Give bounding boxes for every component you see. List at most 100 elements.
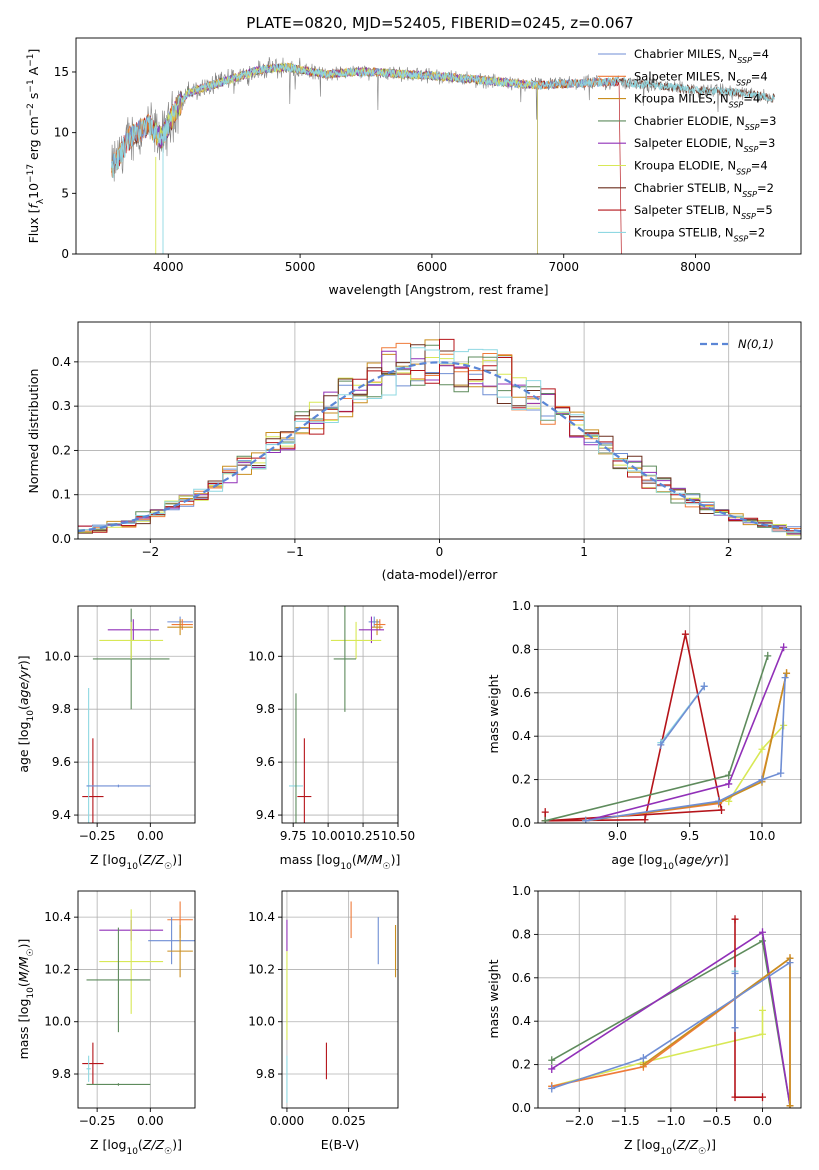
spectrum-xtick-label: 5000 [285,260,316,274]
residual-histogram-ytick-label: 0.3 [52,399,71,413]
weight-vs-age-ytick-label: 0.8 [512,642,531,656]
spectrum-panel: 4000 5000 6000 7000 8000 0 5 10 15 Chabrier MILES… [26,37,802,297]
legend-label-normal: N(0,1) [738,337,774,351]
age-vs-mass-point-chabrier-elodie [333,606,357,712]
weight-vs-age-series-salpeter-stelib-marker [541,808,549,817]
age-vs-mass-plot-area [288,606,386,823]
weight-vs-age-series-chabrier-miles-marker [715,797,723,806]
weight-vs-z-series-chabrier-elodie-marker [548,1056,556,1065]
legend-label-kroupa-stelib: Kroupa STELIB, NSSP=2 [634,225,765,243]
weight-vs-z-ytick-label: 0.4 [512,1014,531,1028]
spectrum-ylabel: Flux [fλ10−17 erg cm−2 s−1 A−1] [26,49,46,244]
spectrum-xtick-label: 7000 [548,260,579,274]
weight-vs-age-series-chabrier-miles [660,685,705,746]
mass-vs-ebv-ytick-label: 10.4 [248,910,275,924]
age-vs-mass-ytick-label: 9.8 [256,702,275,716]
age-vs-z-ytick-label: 9.8 [52,702,71,716]
weight-vs-age-series-salpeter-elodie-marker [725,779,733,788]
age-vs-mass-panel: 9.75 10.00 10.25 10.50 9.4 9.6 9.8 10.0 mass [lo… [248,605,415,872]
age-vs-z-xlabel: Z [log10(Z/Z☉)] [90,852,182,872]
weight-vs-z-xtick-label: −1.5 [610,1114,639,1128]
weight-vs-z-xlabel: Z [log10(Z/Z☉)] [624,1137,716,1157]
age-vs-z-xtick-label: −0.25 [79,829,116,843]
spectrum-ytick-label: 10 [54,126,69,140]
mass-vs-z-point-kroupa-miles [167,924,193,978]
weight-vs-age-series-chabrier-miles-marker [781,673,789,682]
weight-vs-age-series-kroupa-elodie-marker [758,745,766,754]
age-vs-z-point-kroupa-miles [167,619,193,636]
mass-vs-ebv-ytick-label: 10.2 [248,962,275,976]
mass-vs-ebv-frame [281,890,399,1109]
residual-histogram-ytick-label: 0.4 [52,355,71,369]
age-vs-mass-point-salpeter-stelib [297,738,312,823]
spectrum-xlabel: wavelength [Angstrom, rest frame] [328,282,548,297]
age-vs-mass-xtick-label: 10.25 [346,829,380,843]
weight-vs-z-series-salpeter-stelib [734,919,763,1098]
mass-vs-ebv-xtick-label: 0.000 [270,1114,304,1128]
weight-vs-z-series-salpeter-elodie-marker [759,928,767,937]
weight-vs-age-plot-area [541,630,791,823]
spectrum-model-salpeter-elodie [154,63,538,254]
weight-vs-age-ytick-label: 0.0 [512,816,531,830]
weight-vs-age-ytick-label: 1.0 [512,599,531,613]
age-vs-mass-point-salpeter-elodie [358,616,385,644]
age-vs-mass-point-chabrier-elodie [295,693,297,823]
weight-vs-z-plot-area [548,915,794,1108]
weight-vs-z-xtick-label: 0.0 [753,1114,772,1128]
weight-vs-z-series-chabrier-miles-marker [786,958,794,967]
age-vs-z-ytick-label: 9.6 [52,755,71,769]
weight-vs-z-series-chabrier-miles-marker [548,1084,556,1093]
age-vs-z-point-salpeter-elodie [107,619,159,641]
mass-vs-z-xtick-label: −0.25 [79,1114,116,1128]
weight-vs-age-series-chabrier-miles-marker [777,769,785,778]
spectrum-model-kroupa-miles [111,62,617,177]
weight-vs-z-series-kroupa-miles-marker [786,1101,794,1108]
mass-vs-ebv-panel: 0.000 0.025 9.8 10.0 10.2 10.4 E(B-V) [248,890,399,1152]
weight-vs-z-ytick-label: 1.0 [512,884,531,898]
age-vs-mass-xtick-label: 9.75 [280,829,307,843]
spectrum-xtick-label: 8000 [680,260,711,274]
weight-vs-z-series-chabrier-elodie-marker [759,936,767,945]
mass-vs-z-frame [77,890,196,1109]
weight-vs-age-series-chabrier-elodie-marker [541,816,549,823]
residual-histogram-ytick-label: 0.1 [52,488,71,502]
mass-vs-z-ytick-label: 10.0 [44,1015,71,1029]
residual-histogram-xtick-label: −1 [286,545,304,559]
weight-vs-age-series-salpeter-stelib-marker [718,805,726,814]
weight-vs-age-ytick-label: 0.4 [512,729,531,743]
weight-vs-z-ytick-label: 0.2 [512,1058,531,1072]
weight-vs-z-series-salpeter-stelib-marker [731,915,739,924]
age-vs-z-xtick-label: 0.00 [137,829,164,843]
weight-vs-age-series-chabrier-miles-marker [657,740,665,749]
weight-vs-z-frame [537,890,802,1109]
residual-histogram-panel: −2 −1 0 1 2 0.0 0.1 0.2 0.3 0.4 N(0,1) (data-model)… [26,321,802,582]
mass-vs-ebv-xtick-label: 0.025 [331,1114,365,1128]
spectrum-xtick-label: 4000 [153,260,184,274]
weight-vs-age-series-chabrier-elodie-marker [764,651,772,660]
legend-label-chabrier-miles: Chabrier MILES, NSSP=4 [634,47,769,65]
mass-vs-z-ytick-label: 10.4 [44,910,71,924]
weight-vs-age-series-salpeter-elodie-marker [780,643,788,652]
weight-vs-age-series-chabrier-elodie [545,655,769,822]
weight-vs-age-series-salpeter-stelib-marker [681,630,689,639]
mass-vs-ebv-ytick-label: 10.0 [248,1015,275,1029]
weight-vs-z-panel: −2.0 −1.5 −1.0 −0.5 0.0 0.0 0.2 0.4 0.6 0.8 1.0 Z [… [486,884,802,1157]
mass-vs-z-ylabel: mass [log10(M/M☉)] [16,939,36,1060]
legend-label-kroupa-elodie: Kroupa ELODIE, NSSP=4 [634,159,768,177]
mass-vs-ebv-plot-area [286,901,397,1103]
age-vs-z-point-salpeter-miles [171,619,193,630]
weight-vs-age-series-salpeter-stelib-marker [641,815,649,823]
weight-vs-age-series-chabrier-miles-marker [582,816,590,823]
weight-vs-age-series-kroupa-miles [585,673,788,822]
mass-vs-z-xtick-label: 0.00 [137,1114,164,1128]
weight-vs-age-xlabel: age [log10(age/yr)] [611,852,728,872]
age-vs-mass-point-kroupa-miles [371,619,383,636]
normal-reference-curve [78,361,801,533]
weight-vs-z-series-salpeter-elodie-marker [548,1064,556,1073]
weight-vs-age-xtick-label: 9.5 [680,829,699,843]
weight-vs-z-xtick-label: −0.5 [702,1114,731,1128]
weight-vs-z-ytick-label: 0.0 [512,1101,531,1115]
age-vs-mass-point-chabrier-miles [368,616,380,628]
weight-vs-z-series-chabrier-miles-marker [639,1054,647,1063]
